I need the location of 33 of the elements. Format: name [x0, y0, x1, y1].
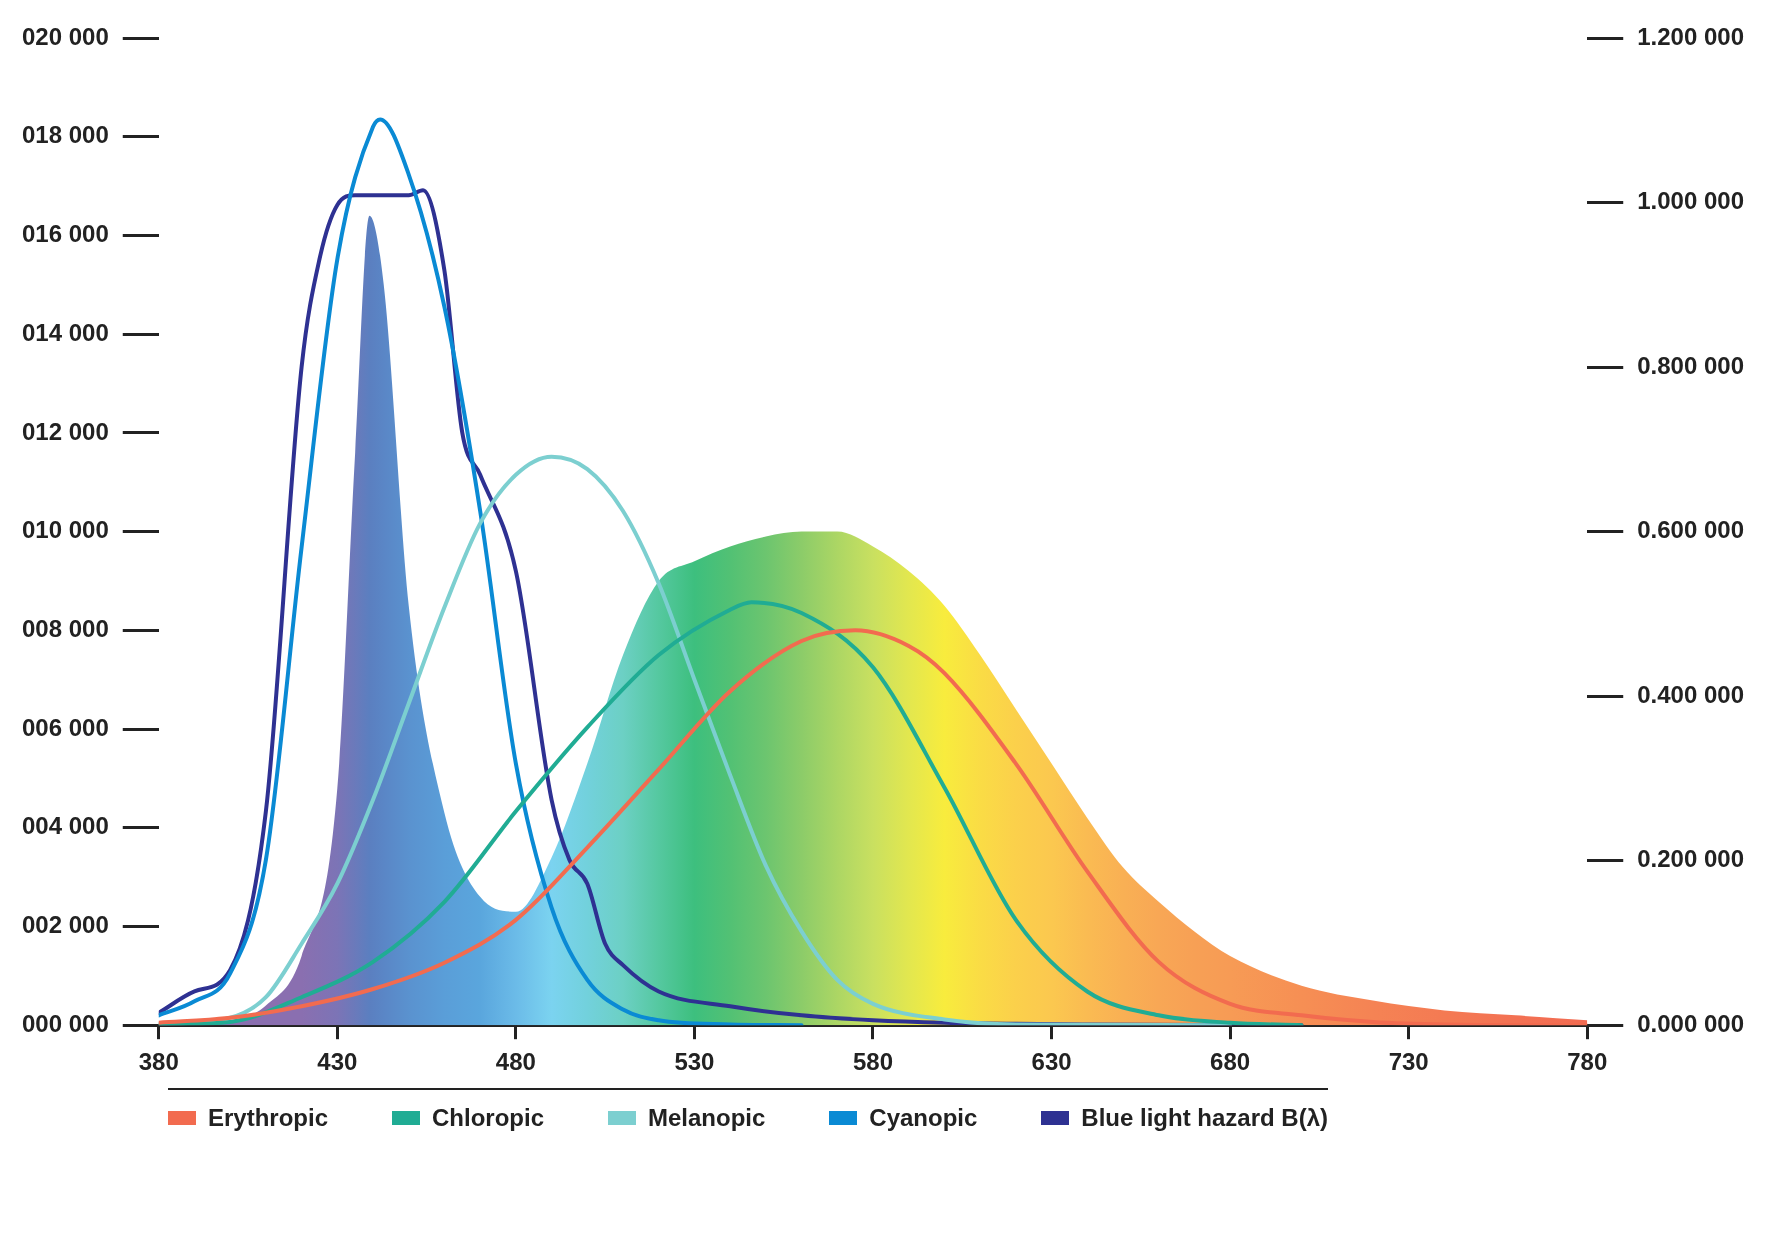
legend-label: Chloropic [432, 1104, 544, 1132]
y-tick-label: 002 000 [21, 911, 109, 939]
y-tick-label: 010 000 [21, 516, 109, 544]
x-tick-label: 480 [495, 1048, 536, 1076]
x-tick-label: 380 [138, 1048, 179, 1076]
y2-tick-label: 1.000 000 [1637, 187, 1745, 215]
legend-label: Blue light hazard B(λ) [1081, 1104, 1328, 1132]
legend-label: Melanopic [647, 1104, 766, 1132]
y2-tick-label: 0.800 000 [1637, 351, 1745, 379]
y2-tick-label: 0.000 000 [1637, 1009, 1745, 1037]
line-series [158, 117, 804, 1026]
x-tick-label: 780 [1567, 1048, 1608, 1076]
y2-tick-label: 0.600 000 [1637, 516, 1745, 544]
y-tick-label: 006 000 [21, 713, 109, 741]
y-tick-label: 012 000 [21, 417, 109, 445]
y-tick-label: 000 000 [21, 1009, 109, 1037]
y-tick-label: 016 000 [21, 220, 109, 248]
x-tick-label: 530 [674, 1048, 715, 1076]
y-tick-label: 014 000 [21, 318, 109, 346]
y-tick-label: 008 000 [21, 614, 109, 642]
y2-tick-label: 0.200 000 [1637, 845, 1745, 873]
y-tick-label: 020 000 [21, 22, 109, 50]
x-tick-label: 580 [852, 1048, 894, 1076]
y-tick-label: 004 000 [21, 812, 109, 840]
x-tick-label: 630 [1031, 1048, 1072, 1076]
y-tick-label: 018 000 [21, 121, 109, 149]
y2-tick-label: 0.400 000 [1637, 680, 1745, 708]
legend-label: Erythropic [208, 1104, 329, 1132]
legend-label: Cyanopic [869, 1104, 978, 1132]
x-tick-label: 680 [1210, 1048, 1251, 1076]
x-tick-label: 730 [1388, 1048, 1429, 1076]
y2-tick-label: 1.200 000 [1637, 22, 1745, 50]
x-tick-label: 430 [317, 1048, 358, 1076]
